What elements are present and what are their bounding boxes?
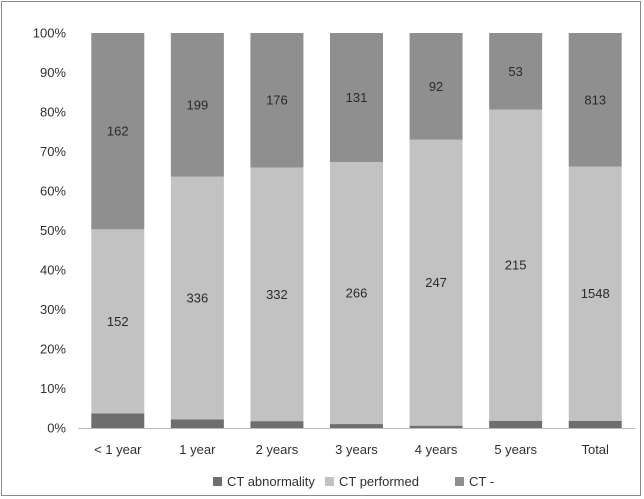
- y-tick-label: 0%: [47, 421, 66, 436]
- y-tick-label: 30%: [40, 302, 66, 317]
- bar-segment-ct-abnormality: [170, 419, 224, 428]
- bar-segment-ct-abnormality: [330, 424, 383, 428]
- data-label: 215: [505, 258, 527, 273]
- x-tick-label: 5 years: [494, 442, 537, 457]
- bar-segment-ct-performed: [250, 167, 304, 422]
- y-tick-label: 10%: [40, 381, 66, 396]
- data-label: 53: [508, 64, 522, 79]
- legend-swatch: [455, 477, 464, 486]
- bar-segment-ct-performed: [568, 166, 622, 421]
- data-label: 199: [187, 97, 209, 112]
- legend-label: CT -: [469, 474, 494, 489]
- data-label: 92: [429, 79, 443, 94]
- bar-segment-ct: [170, 33, 224, 177]
- data-label: 813: [584, 92, 606, 107]
- x-tick-label: 2 years: [256, 442, 299, 457]
- x-axis-ticks: < 1 year 1 year 2 years 3 years 4 years 5 yea…: [94, 442, 609, 457]
- y-tick-label: 80%: [40, 105, 66, 120]
- x-tick-label: Total: [581, 442, 609, 457]
- bar-segment-ct-abnormality: [250, 421, 304, 428]
- bar-segment-ct-abnormality: [489, 420, 543, 428]
- bar-segment-ct: [91, 33, 145, 230]
- x-tick-label: < 1 year: [94, 442, 142, 457]
- bar-segment-ct: [409, 33, 463, 140]
- y-tick-label: 70%: [40, 144, 66, 159]
- data-label: 266: [346, 286, 368, 301]
- y-tick-label: 60%: [40, 184, 66, 199]
- y-tick-label: 40%: [40, 263, 66, 278]
- data-label: 336: [187, 291, 209, 306]
- data-label: 332: [266, 287, 288, 302]
- y-axis-ticks: 0% 10% 20% 30% 40% 50% 60% 70% 80% 90% 100%: [33, 26, 67, 436]
- bar-segment-ct-abnormality: [91, 413, 145, 428]
- legend-label: CT abnormality: [227, 474, 315, 489]
- bar-segment-ct: [250, 33, 304, 168]
- data-label: 247: [425, 275, 447, 290]
- bar-segment-ct-performed: [489, 109, 543, 421]
- y-tick-label: 50%: [40, 223, 66, 238]
- bar-segment-ct-performed: [330, 162, 383, 425]
- bar-segment-ct-performed: [170, 176, 224, 420]
- bar-segment-ct-abnormality: [409, 425, 463, 428]
- bars: 1215216212336199933217642661312247925215…: [91, 33, 622, 428]
- bar-segment-ct: [568, 33, 622, 167]
- legend-swatch: [213, 477, 222, 486]
- y-tick-label: 20%: [40, 342, 66, 357]
- bar-segment-ct: [489, 33, 543, 110]
- legend-swatch: [325, 477, 334, 486]
- bar-segment-ct: [330, 33, 383, 163]
- y-tick-label: 90%: [40, 65, 66, 80]
- data-label: 162: [107, 124, 129, 139]
- bar-segment-ct-performed: [91, 229, 145, 414]
- data-label: 176: [266, 93, 288, 108]
- legend-label: CT performed: [339, 474, 419, 489]
- bar-segment-ct-abnormality: [568, 420, 622, 428]
- x-tick-label: 4 years: [415, 442, 458, 457]
- data-label: 152: [107, 314, 129, 329]
- data-label: 131: [346, 90, 368, 105]
- data-label: 1548: [581, 286, 610, 301]
- y-tick-label: 100%: [33, 26, 67, 41]
- x-tick-label: 1 year: [179, 442, 216, 457]
- x-tick-label: 3 years: [335, 442, 378, 457]
- legend: CT abnormality CT performed CT -: [213, 474, 494, 489]
- bar-segment-ct-performed: [409, 139, 463, 426]
